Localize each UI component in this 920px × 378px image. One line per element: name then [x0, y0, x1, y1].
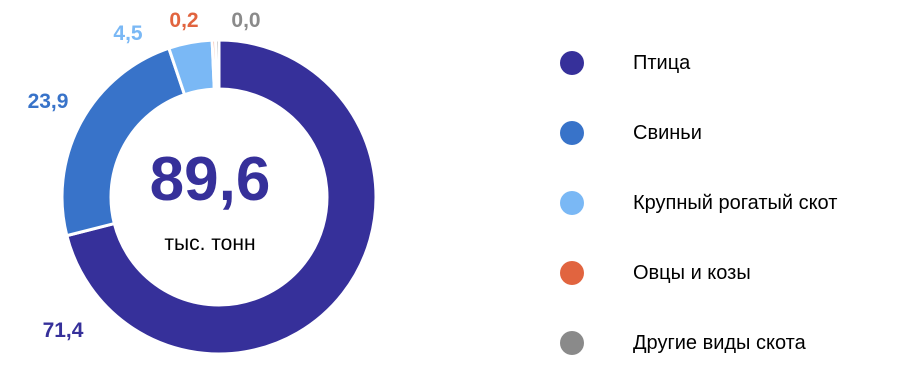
center-total-value: 89,6 — [150, 145, 271, 214]
legend-item-other-livestock: Другие виды скота — [560, 308, 916, 378]
legend-swatch — [560, 121, 584, 145]
legend-label: Крупный рогатый скот — [633, 191, 838, 214]
legend-item-cattle: Крупный рогатый скот — [560, 168, 916, 238]
legend-swatch — [560, 51, 584, 75]
donut-slices — [60, 38, 378, 356]
legend-swatch — [560, 331, 584, 355]
legend-label: Другие виды скота — [633, 331, 806, 354]
slice-label-0: 71,4 — [43, 319, 84, 342]
slice-labels: 71,4 23,9 4,5 0,2 0,0 — [28, 9, 261, 342]
donut-slice-0 — [64, 38, 378, 356]
slice-label-1: 23,9 — [28, 90, 69, 113]
legend-item-poultry: Птица — [560, 28, 916, 98]
legend-label: Овцы и козы — [633, 261, 751, 284]
legend-label: Птица — [633, 51, 691, 74]
donut-chart: 89,6 тыс. тонн 71,4 23,9 4,5 0,2 0,0 — [28, 9, 378, 356]
legend-item-sheep-goats: Овцы и козы — [560, 238, 916, 308]
slice-label-3: 0,2 — [169, 9, 198, 32]
donut-slice-4 — [214, 38, 221, 91]
slice-label-4: 0,0 — [231, 9, 260, 32]
center-unit-label: тыс. тонн — [164, 232, 255, 255]
legend-swatch — [560, 261, 584, 285]
legend-swatch — [560, 191, 584, 215]
chart-legend: Птица Свиньи Крупный рогатый скот Овцы и… — [560, 28, 916, 378]
legend-label: Свиньи — [633, 121, 702, 144]
legend-item-pigs: Свиньи — [560, 98, 916, 168]
slice-label-2: 4,5 — [113, 22, 143, 45]
